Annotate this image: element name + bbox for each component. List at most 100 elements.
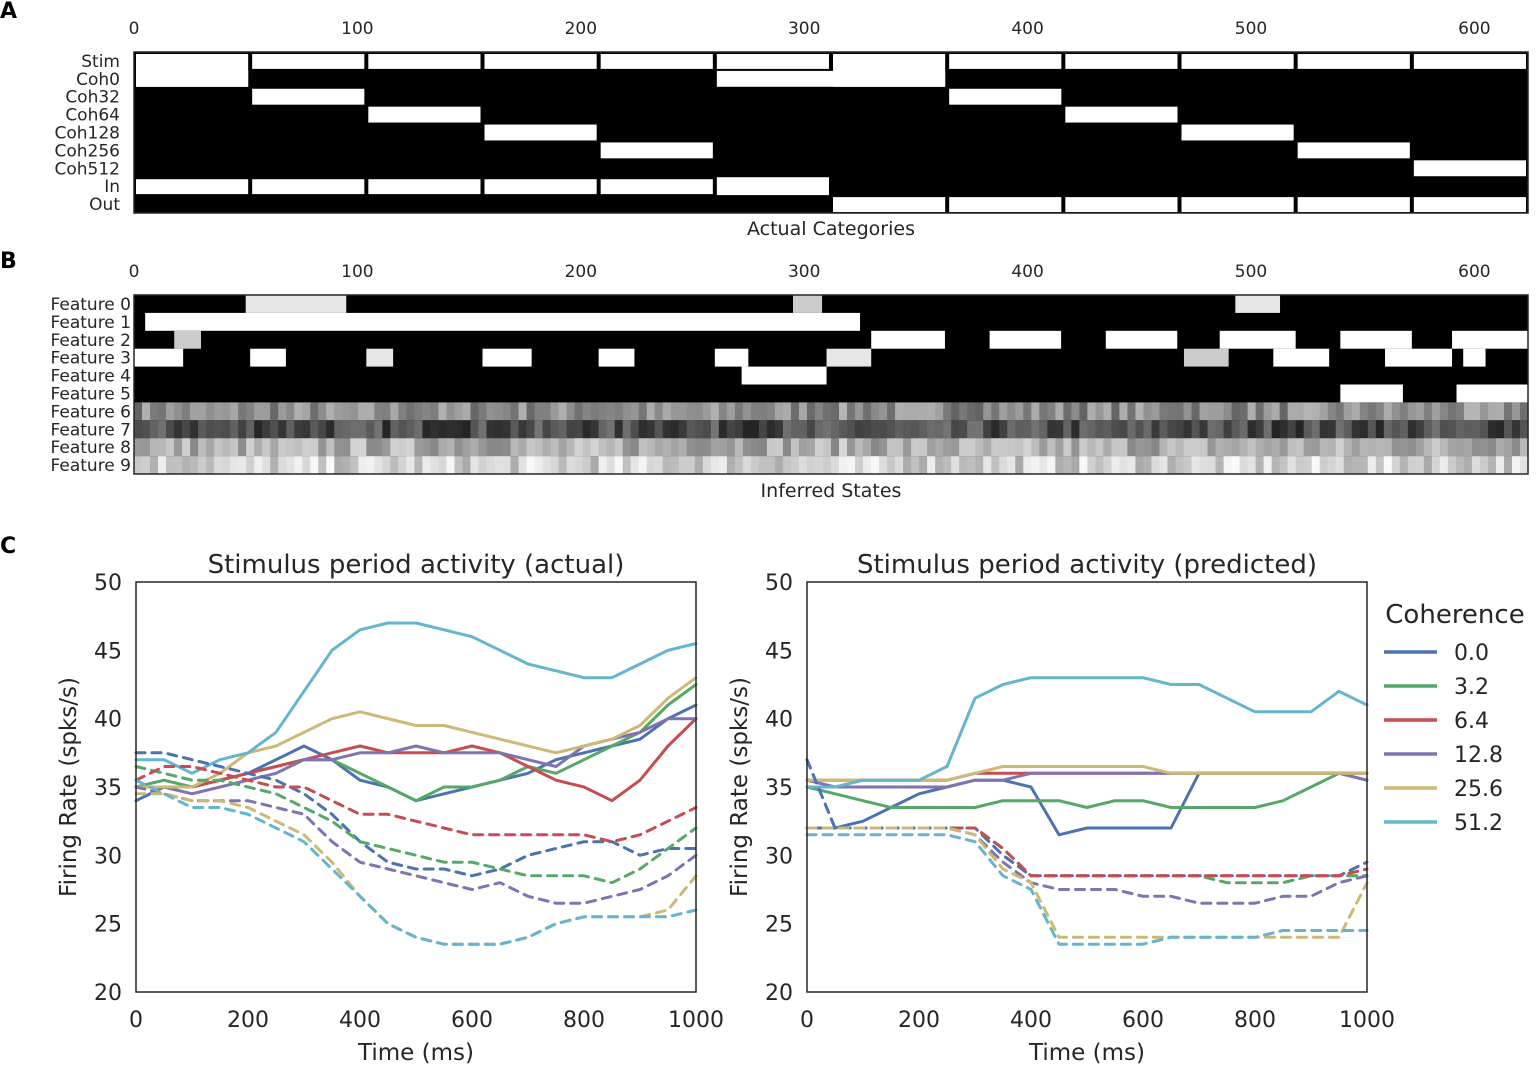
- cell-noisy-state: [1023, 420, 1032, 439]
- series-line-solid-25-6: [134, 676, 698, 789]
- cell-noisy-state: [758, 438, 768, 457]
- row-label: Feature 6: [51, 402, 131, 422]
- cell-noisy-state: [1103, 456, 1113, 474]
- cell-noisy-state: [598, 420, 608, 439]
- cell-noisy-state: [582, 402, 592, 421]
- cell-noisy-state: [1359, 402, 1369, 421]
- cell-noisy-state: [1287, 438, 1297, 457]
- cell-active-state: [989, 330, 1062, 349]
- cell-noisy-state: [1167, 438, 1177, 457]
- cell-noisy-state: [1215, 438, 1225, 457]
- cell-noisy-state: [406, 402, 416, 421]
- cell-noisy-state: [662, 420, 672, 439]
- cell-noisy-state: [278, 402, 287, 421]
- cell-noisy-state: [911, 456, 920, 474]
- x-tick-label: 800: [1234, 1008, 1276, 1033]
- cell-noisy-state: [1519, 420, 1529, 439]
- y-axis-label: Firing Rate (spks/s): [727, 677, 753, 897]
- cell-noisy-state: [822, 438, 832, 457]
- cell-noisy-state: [766, 402, 776, 421]
- cell-noisy-state: [1023, 402, 1032, 421]
- cell-noisy-state: [350, 402, 359, 421]
- cell-noisy-state: [670, 402, 680, 421]
- cell-noisy-state: [630, 456, 640, 474]
- cell-in: [252, 179, 365, 195]
- cell-noisy-state: [302, 402, 311, 421]
- cell-noisy-state: [1159, 456, 1169, 474]
- cell-noisy-state: [1279, 402, 1289, 421]
- row-label: Feature 9: [51, 456, 131, 476]
- cell-coherence: [716, 70, 946, 87]
- series-line-dashed-6-4: [134, 765, 698, 844]
- cell-noisy-state: [702, 420, 712, 439]
- cell-noisy-state: [1287, 456, 1297, 474]
- cell-noisy-state: [702, 438, 712, 457]
- cell-noisy-state: [270, 420, 279, 439]
- cell-noisy-state: [887, 402, 896, 421]
- cell-noisy-state: [999, 456, 1008, 474]
- cell-noisy-state: [326, 402, 335, 421]
- legend-label: 25.6: [1454, 777, 1503, 802]
- cell-active-state: [250, 348, 286, 367]
- cell-noisy-state: [1167, 456, 1177, 474]
- cell-noisy-state: [214, 420, 223, 439]
- cell-noisy-state: [486, 402, 496, 421]
- row-label: Feature 0: [51, 295, 131, 315]
- cell-noisy-state: [1479, 456, 1489, 474]
- cell-noisy-state: [879, 420, 888, 439]
- row-label: Coh32: [65, 88, 120, 108]
- cell-noisy-state: [286, 420, 295, 439]
- cell-noisy-state: [438, 402, 448, 421]
- cell-noisy-state: [1383, 438, 1393, 457]
- cell-in: [136, 179, 249, 195]
- cell-noisy-state: [1439, 456, 1449, 474]
- legend-label: 6.4: [1454, 709, 1489, 734]
- cell-noisy-state: [374, 402, 383, 421]
- chart-title: Stimulus period activity (actual): [208, 550, 625, 580]
- cell-noisy-state: [1503, 456, 1513, 474]
- cell-noisy-state: [782, 402, 792, 421]
- cell-noisy-state: [158, 402, 167, 421]
- cell-noisy-state: [734, 438, 744, 457]
- cell-noisy-state: [1471, 438, 1481, 457]
- cell-out: [833, 197, 946, 212]
- cell-noisy-state: [686, 456, 696, 474]
- cell-noisy-state: [967, 456, 976, 474]
- y-tick-label: 50: [765, 571, 793, 596]
- cell-noisy-state: [662, 438, 672, 457]
- cell-noisy-state: [278, 420, 287, 439]
- cell-noisy-state: [831, 420, 840, 439]
- cell-noisy-state: [863, 420, 872, 439]
- cell-noisy-state: [1087, 456, 1096, 474]
- cell-noisy-state: [1255, 402, 1265, 421]
- cell-noisy-state: [1487, 438, 1497, 457]
- cell-noisy-state: [190, 438, 199, 457]
- row-label: Out: [89, 195, 120, 215]
- cell-noisy-state: [534, 420, 544, 439]
- y-tick-label: 40: [765, 708, 793, 733]
- cell-noisy-state: [1303, 438, 1313, 457]
- cell-noisy-state: [678, 456, 688, 474]
- cell-noisy-state: [422, 420, 432, 439]
- cell-noisy-state: [1039, 456, 1048, 474]
- cell-noisy-state: [1319, 402, 1329, 421]
- cell-coherence: [1065, 106, 1178, 123]
- cell-noisy-state: [390, 402, 399, 421]
- cell-noisy-state: [558, 402, 568, 421]
- cell-noisy-state: [654, 420, 664, 439]
- cell-noisy-state: [534, 438, 544, 457]
- x-tick-label: 100: [341, 262, 373, 282]
- cell-noisy-state: [1007, 438, 1016, 457]
- cell-noisy-state: [294, 420, 303, 439]
- cell-noisy-state: [526, 438, 536, 457]
- cell-noisy-state: [670, 420, 680, 439]
- cell-noisy-state: [1015, 402, 1024, 421]
- cell-noisy-state: [414, 438, 424, 457]
- cell-noisy-state: [806, 402, 816, 421]
- cell-noisy-state: [462, 438, 472, 457]
- series-line-dashed-51-2: [805, 833, 1369, 946]
- cell-noisy-state: [1407, 438, 1417, 457]
- cell-noisy-state: [879, 402, 888, 421]
- cell-noisy-state: [606, 420, 616, 439]
- cell-noisy-state: [1271, 456, 1281, 474]
